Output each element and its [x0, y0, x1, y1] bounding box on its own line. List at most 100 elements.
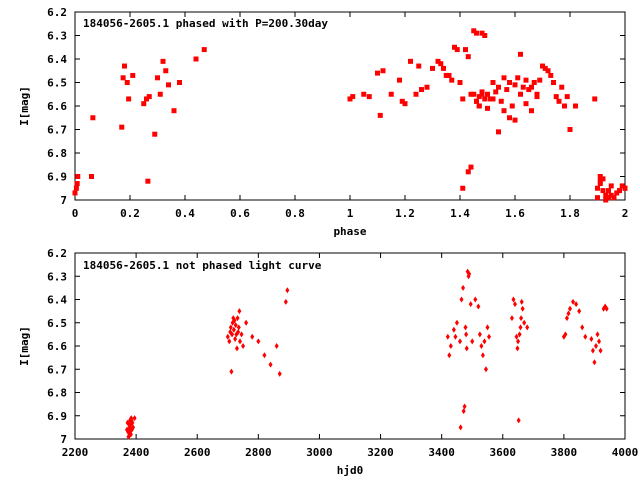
- phased-data-point: [471, 91, 477, 97]
- unphased-y-tick-label: 6.3: [47, 270, 67, 283]
- phased-data-point: [608, 183, 614, 189]
- phased-x-tick-label: 2: [622, 207, 629, 220]
- phased-data-point: [416, 63, 422, 69]
- phased-data-point: [597, 174, 603, 179]
- phased-data-point: [130, 72, 136, 78]
- phased-data-point: [606, 188, 611, 194]
- unphased-data-point: [459, 296, 464, 303]
- phased-plot-frame: [74, 11, 626, 201]
- unphased-y-tick-label: 6.8: [47, 387, 67, 400]
- phased-data-point: [592, 96, 598, 102]
- phased-data-point: [144, 96, 149, 102]
- phased-data-point: [399, 98, 405, 104]
- phased-data-point: [562, 103, 567, 109]
- unphased-y-tick-label: 6.4: [47, 294, 67, 307]
- phased-data-point: [424, 84, 430, 90]
- unphased-data-point: [233, 322, 238, 329]
- phased-data-point: [120, 75, 126, 81]
- unphased-x-tick-label: 2600: [184, 446, 211, 459]
- phased-data-point: [523, 77, 529, 83]
- unphased-x-tick-label: 3600: [490, 446, 517, 459]
- phased-data-point: [518, 91, 523, 97]
- unphased-data-point: [232, 317, 237, 324]
- phased-data-point: [507, 80, 512, 85]
- phased-x-tick-label: 0.2: [120, 207, 140, 220]
- unphased-data-point: [583, 333, 588, 340]
- phased-data-point: [457, 80, 463, 85]
- phased-y-tick-label: 6.4: [47, 53, 67, 66]
- unphased-data-point: [487, 333, 492, 340]
- unphased-data-point: [485, 324, 490, 331]
- unphased-plot-panel: 2200 2400 2600 2800 3000 3200 3400 3600 3800 4000…: [18, 247, 638, 477]
- phased-data-point: [551, 80, 556, 85]
- phased-data-point: [490, 96, 496, 102]
- unphased-data-point: [461, 408, 466, 415]
- phased-data-point: [548, 72, 554, 78]
- phased-data-point: [430, 65, 435, 71]
- phased-data-point: [465, 169, 471, 175]
- unphased-y-tick-label: 6.7: [47, 363, 67, 376]
- phased-data-point: [193, 56, 199, 62]
- phased-x-tick-label: 1.8: [560, 207, 580, 220]
- unphased-x-tick-label: 3000: [306, 446, 333, 459]
- unphased-data-point: [514, 333, 519, 340]
- phased-data-point: [520, 84, 526, 90]
- unphased-data-point: [230, 331, 235, 338]
- unphased-data-point: [515, 345, 520, 352]
- phased-data-point: [515, 75, 521, 81]
- unphased-data-point: [592, 359, 597, 366]
- unphased-data-point: [131, 424, 136, 431]
- unphased-data-point: [462, 403, 467, 410]
- unphased-data-point: [283, 298, 288, 305]
- phased-data-point: [413, 91, 419, 97]
- phased-data-point: [177, 80, 182, 85]
- phased-data-point: [487, 96, 493, 102]
- phased-data-point: [152, 131, 158, 137]
- phased-data-point: [380, 68, 386, 74]
- phased-data-point: [468, 91, 474, 97]
- unphased-plot-ticks: 2200 2400 2600 2800 3000 3200 3400 3600 3800 4000…: [47, 247, 638, 459]
- unphased-data-point: [236, 324, 241, 331]
- phased-x-tick-label: 1.2: [395, 207, 415, 220]
- phased-data-point: [542, 65, 548, 71]
- phased-data-point: [595, 185, 600, 191]
- unphased-y-tick-label: 6.9: [47, 410, 67, 423]
- phased-y-tick-label: 7: [60, 194, 67, 207]
- unphased-x-tick-label: 3800: [551, 446, 578, 459]
- phased-data-point: [611, 195, 617, 201]
- phased-y-tick-label: 6.3: [47, 30, 67, 43]
- unphased-x-tick-label: 3200: [367, 446, 394, 459]
- phased-data-point: [347, 96, 353, 102]
- phased-data-point: [350, 94, 356, 100]
- unphased-data-point: [132, 415, 137, 422]
- phased-data-point: [141, 101, 147, 107]
- phased-data-point: [482, 96, 488, 102]
- unphased-data-point: [563, 331, 568, 338]
- unphased-data-point: [571, 298, 576, 305]
- phased-y-tick-label: 6.2: [47, 6, 67, 19]
- phased-data-point: [479, 30, 485, 36]
- phased-data-point: [526, 87, 532, 93]
- phased-data-point: [496, 129, 501, 135]
- phased-data-point: [75, 174, 81, 179]
- phased-data-point: [614, 190, 620, 196]
- phased-x-tick-label: 0.8: [285, 207, 305, 220]
- unphased-data-point: [519, 315, 524, 322]
- unphased-data-point: [477, 331, 482, 338]
- unphased-data-point: [128, 426, 133, 433]
- unphased-data-point: [564, 315, 569, 322]
- unphased-data-point: [461, 284, 466, 291]
- unphased-data-point: [574, 301, 579, 308]
- phased-data-point: [485, 91, 490, 97]
- phased-data-point: [474, 98, 479, 104]
- phased-data-point: [479, 89, 485, 95]
- phased-data-point: [402, 101, 408, 107]
- phased-data-point: [465, 54, 471, 60]
- unphased-plot-points: [124, 268, 609, 440]
- unphased-data-point: [445, 333, 450, 340]
- unphased-plot-title: 184056-2605.1 not phased light curve: [83, 259, 322, 272]
- phased-data-point: [438, 61, 444, 67]
- phased-data-point: [435, 58, 441, 64]
- unphased-y-tick-label: 6.5: [47, 317, 67, 330]
- unphased-data-point: [229, 368, 234, 375]
